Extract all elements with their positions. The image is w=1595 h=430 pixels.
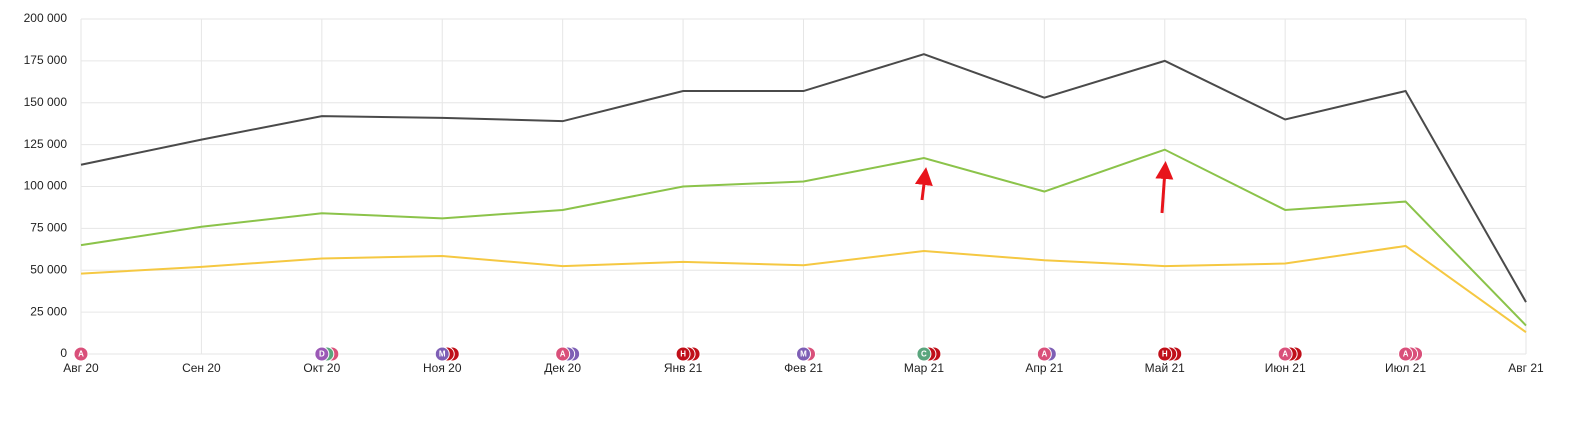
badge-circle bbox=[555, 346, 571, 362]
badge-label: A bbox=[1403, 350, 1409, 359]
y-tick-label: 50 000 bbox=[30, 262, 67, 276]
event-badge: A bbox=[1277, 346, 1303, 362]
x-tick-label: Авг 21 bbox=[1508, 361, 1544, 375]
series-line bbox=[80, 244, 1527, 334]
y-tick-label: 100 000 bbox=[24, 179, 68, 193]
y-tick-label: 125 000 bbox=[24, 137, 68, 151]
event-badge: M bbox=[796, 346, 816, 362]
x-tick-label: Янв 21 bbox=[664, 361, 703, 375]
badge-circle bbox=[916, 346, 932, 362]
badge-circle bbox=[1157, 346, 1173, 362]
event-badge: H bbox=[675, 346, 701, 362]
badge-circle bbox=[1277, 346, 1293, 362]
event-badge: M bbox=[434, 346, 460, 362]
arrow bbox=[1155, 161, 1174, 214]
y-tick-label: 150 000 bbox=[24, 95, 68, 109]
y-tick-label: 0 bbox=[60, 346, 67, 360]
y-tick-label: 200 000 bbox=[24, 11, 68, 25]
x-tick-label: Июн 21 bbox=[1265, 361, 1306, 375]
x-tick-label: Май 21 bbox=[1145, 361, 1186, 375]
x-tick-label: Авг 20 bbox=[63, 361, 99, 375]
series-line bbox=[80, 148, 1527, 327]
x-tick-label: Окт 20 bbox=[303, 361, 340, 375]
badge-label: A bbox=[560, 350, 566, 359]
x-tick-label: Дек 20 bbox=[544, 361, 581, 375]
event-badge: A bbox=[1398, 346, 1424, 362]
badge-label: A bbox=[1041, 350, 1047, 359]
y-tick-label: 75 000 bbox=[30, 221, 67, 235]
x-tick-label: Мар 21 bbox=[904, 361, 944, 375]
series-line bbox=[80, 53, 1527, 303]
annotation-arrows bbox=[914, 161, 1174, 214]
event-badge: H bbox=[1157, 346, 1183, 362]
badge-label: M bbox=[439, 350, 446, 359]
badge-label: D bbox=[319, 350, 325, 359]
badge-label: H bbox=[1162, 350, 1168, 359]
y-tick-label: 25 000 bbox=[30, 304, 67, 318]
badge-circle bbox=[1036, 346, 1052, 362]
badge-circle bbox=[314, 346, 330, 362]
y-tick-label: 175 000 bbox=[24, 53, 68, 67]
badge-label: M bbox=[800, 350, 807, 359]
badge-label: A bbox=[78, 350, 84, 359]
badge-label: C bbox=[921, 350, 927, 359]
event-badge: A bbox=[73, 346, 89, 362]
badge-circle bbox=[73, 346, 89, 362]
x-tick-label: Фев 21 bbox=[784, 361, 823, 375]
x-tick-label: Ноя 20 bbox=[423, 361, 462, 375]
badge-circle bbox=[796, 346, 811, 362]
event-badge: C bbox=[916, 346, 942, 362]
badge-circle bbox=[675, 346, 691, 362]
arrow bbox=[914, 167, 933, 201]
badge-circle bbox=[1398, 346, 1414, 362]
badge-label: A bbox=[1282, 350, 1288, 359]
badge-circle bbox=[434, 346, 450, 362]
event-badge: D bbox=[314, 346, 340, 362]
x-tick-label: Сен 20 bbox=[182, 361, 221, 375]
event-badge: A bbox=[1036, 346, 1057, 362]
event-badge: A bbox=[555, 346, 581, 362]
x-tick-label: Апр 21 bbox=[1025, 361, 1063, 375]
badge-label: H bbox=[680, 350, 686, 359]
x-tick-label: Июл 21 bbox=[1385, 361, 1426, 375]
